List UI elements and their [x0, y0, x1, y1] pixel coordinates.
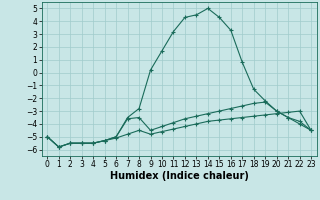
X-axis label: Humidex (Indice chaleur): Humidex (Indice chaleur) — [110, 171, 249, 181]
